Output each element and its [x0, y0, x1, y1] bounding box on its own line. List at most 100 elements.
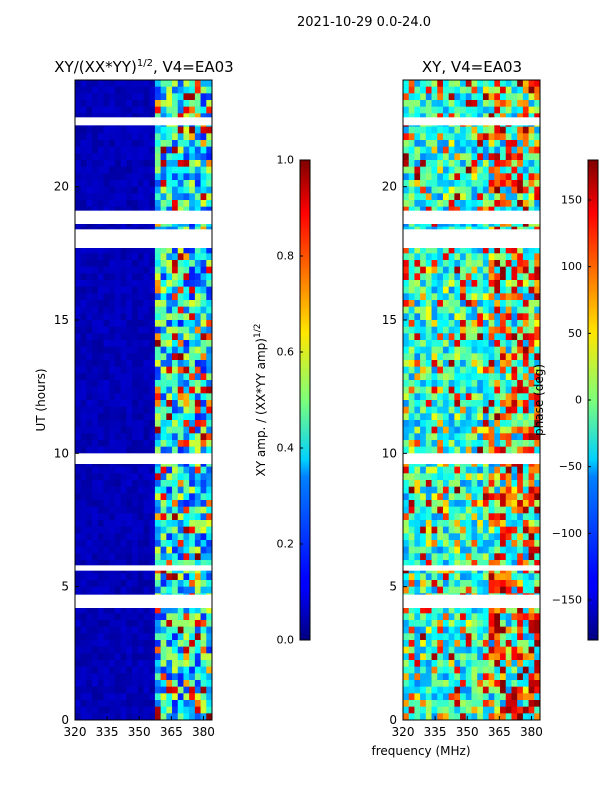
heatmap-cell	[172, 646, 179, 654]
heatmap-cell	[482, 140, 489, 147]
heatmap-cell	[482, 173, 489, 181]
heatmap-cell	[92, 560, 99, 567]
heatmap-cell	[448, 340, 455, 347]
heatmap-cell	[194, 513, 201, 521]
heatmap-cell	[114, 266, 121, 274]
heatmap-cell	[534, 513, 541, 521]
heatmap-cell	[517, 200, 524, 207]
heatmap-cell	[454, 166, 461, 174]
heatmap-cell	[137, 466, 144, 474]
heatmap-cell	[500, 500, 507, 507]
heatmap-cell	[114, 613, 121, 621]
heatmap-cell	[206, 113, 213, 121]
heatmap-cell	[189, 286, 196, 294]
heatmap-cell	[408, 546, 415, 554]
heatmap-cell	[75, 420, 82, 427]
heatmap-cell	[103, 560, 110, 567]
heatmap-cell	[92, 93, 99, 101]
heatmap-cell	[137, 273, 144, 281]
heatmap-cell	[80, 273, 87, 281]
heatmap-cell	[522, 633, 529, 641]
heatmap-cell	[494, 313, 501, 321]
heatmap-cell	[505, 346, 512, 354]
heatmap-cell	[120, 526, 127, 534]
heatmap-cell	[160, 513, 167, 521]
heatmap-cell	[425, 446, 432, 454]
heatmap-cell	[488, 653, 495, 661]
heatmap-cell	[80, 200, 87, 207]
heatmap-cell	[109, 433, 116, 441]
heatmap-cell	[75, 633, 82, 641]
heatmap-cell	[425, 133, 432, 141]
heatmap-cell	[200, 606, 207, 614]
heatmap-cell	[460, 693, 467, 701]
heatmap-cell	[494, 420, 501, 427]
heatmap-cell	[431, 353, 438, 361]
heatmap-cell	[442, 386, 449, 394]
heatmap-cell	[454, 653, 461, 661]
heatmap-cell	[534, 686, 541, 694]
heatmap-cell	[200, 253, 207, 261]
heatmap-cell	[471, 193, 478, 201]
heatmap-cell	[126, 166, 133, 174]
heatmap-cell	[149, 280, 156, 287]
heatmap-cell	[465, 393, 472, 401]
heatmap-cell	[114, 466, 121, 474]
heatmap-cell	[114, 446, 121, 454]
heatmap-cell	[500, 200, 507, 207]
heatmap-cell	[431, 486, 438, 494]
heatmap-cell	[517, 326, 524, 334]
heatmap-cell	[86, 180, 93, 187]
heatmap-cell	[143, 546, 150, 554]
heatmap-cell	[528, 480, 535, 487]
heatmap-cell	[172, 673, 179, 681]
heatmap-cell	[172, 193, 179, 201]
heatmap-cell	[534, 446, 541, 454]
heatmap-cell	[494, 693, 501, 701]
heatmap-cell	[448, 166, 455, 174]
heatmap-cell	[109, 713, 116, 721]
heatmap-cell	[488, 473, 495, 481]
heatmap-cell	[189, 493, 196, 501]
heatmap-cell	[177, 366, 184, 374]
heatmap-cell	[183, 380, 190, 387]
heatmap-cell	[471, 700, 478, 707]
heatmap-cell	[494, 93, 501, 101]
heatmap-cell	[420, 113, 427, 121]
heatmap-cell	[522, 433, 529, 441]
heatmap-cell	[189, 466, 196, 474]
heatmap-cell	[420, 246, 427, 254]
heatmap-cell	[143, 246, 150, 254]
heatmap-cell	[420, 333, 427, 341]
heatmap-cell	[534, 326, 541, 334]
heatmap-cell	[200, 486, 207, 494]
heatmap-cell	[408, 160, 415, 167]
heatmap-cell	[425, 113, 432, 121]
colorbar-tick-label: 0.0	[277, 634, 295, 647]
heatmap-cell	[528, 353, 535, 361]
heatmap-cell	[160, 553, 167, 561]
heatmap-cell	[189, 133, 196, 141]
heatmap-cell	[454, 193, 461, 201]
heatmap-cell	[505, 506, 512, 514]
heatmap-cell	[454, 560, 461, 567]
heatmap-cell	[488, 440, 495, 447]
heatmap-cell	[425, 573, 432, 581]
heatmap-cell	[465, 413, 472, 421]
heatmap-cell	[460, 320, 467, 327]
heatmap-cell	[534, 526, 541, 534]
heatmap-cell	[448, 513, 455, 521]
heatmap-cell	[471, 660, 478, 667]
heatmap-cell	[528, 246, 535, 254]
heatmap-cell	[403, 346, 410, 354]
heatmap-cell	[500, 313, 507, 321]
heatmap-cell	[172, 160, 179, 167]
heatmap-cell	[511, 193, 518, 201]
heatmap-cell	[132, 573, 139, 581]
heatmap-cell	[92, 713, 99, 721]
heatmap-cell	[437, 560, 444, 567]
heatmap-cell	[408, 353, 415, 361]
heatmap-cell	[200, 373, 207, 381]
left-title-suffix: , V4=EA03	[153, 58, 234, 76]
heatmap-cell	[114, 393, 121, 401]
